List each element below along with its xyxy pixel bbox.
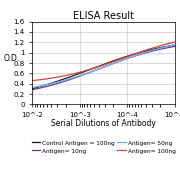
Control Antigen = 100ng — [174, 44, 176, 46]
Antigen= 100ng — [151, 47, 153, 49]
Line: Antigen= 50ng: Antigen= 50ng — [32, 45, 175, 87]
Antigen= 10ng — [151, 50, 153, 52]
Control Antigen = 100ng — [32, 87, 34, 89]
Antigen= 100ng — [118, 58, 121, 60]
Control Antigen = 100ng — [151, 48, 153, 50]
Antigen= 50ng — [151, 49, 153, 51]
Antigen= 100ng — [116, 59, 118, 62]
Antigen= 50ng — [31, 86, 33, 89]
Line: Antigen= 100ng: Antigen= 100ng — [32, 42, 175, 81]
Antigen= 50ng — [116, 61, 118, 63]
Control Antigen = 100ng — [116, 59, 118, 61]
Antigen= 50ng — [174, 44, 176, 46]
Title: ELISA Result: ELISA Result — [73, 11, 134, 21]
Legend: Control Antigen = 100ng, Antigen= 10ng, Antigen= 50ng, Antigen= 100ng: Control Antigen = 100ng, Antigen= 10ng, … — [31, 140, 176, 154]
Antigen= 10ng — [174, 45, 176, 48]
Antigen= 100ng — [116, 59, 118, 61]
Antigen= 100ng — [160, 44, 162, 47]
Control Antigen = 100ng — [116, 58, 118, 61]
Control Antigen = 100ng — [160, 46, 162, 49]
Antigen= 100ng — [31, 80, 33, 82]
Antigen= 10ng — [160, 48, 162, 50]
Line: Control Antigen = 100ng: Control Antigen = 100ng — [32, 45, 175, 89]
Antigen= 10ng — [116, 61, 118, 63]
Antigen= 50ng — [116, 61, 118, 63]
Antigen= 100ng — [32, 80, 34, 82]
Antigen= 50ng — [118, 60, 121, 62]
Antigen= 10ng — [118, 60, 121, 62]
Antigen= 50ng — [32, 86, 34, 89]
Y-axis label: O.D.: O.D. — [4, 54, 20, 63]
Antigen= 10ng — [32, 89, 34, 91]
Control Antigen = 100ng — [31, 87, 33, 90]
Antigen= 100ng — [174, 41, 176, 43]
Line: Antigen= 10ng: Antigen= 10ng — [32, 46, 175, 90]
Antigen= 10ng — [31, 89, 33, 91]
X-axis label: Serial Dilutions of Antibody: Serial Dilutions of Antibody — [51, 119, 156, 128]
Antigen= 10ng — [116, 61, 118, 63]
Antigen= 50ng — [160, 47, 162, 49]
Control Antigen = 100ng — [118, 58, 121, 60]
